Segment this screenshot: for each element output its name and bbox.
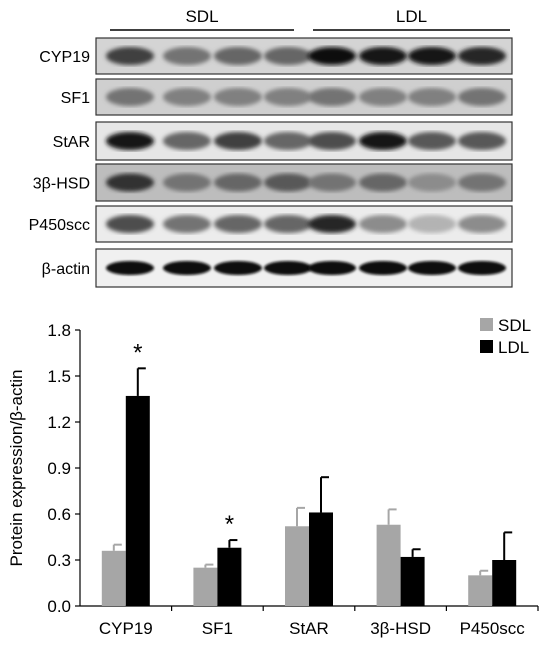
blot-band — [264, 132, 312, 150]
bar-sdl — [376, 524, 401, 606]
blot-band — [106, 215, 154, 233]
blot-band — [359, 215, 407, 233]
bar-sdl — [468, 575, 493, 606]
blot-band — [359, 47, 407, 65]
significance-marker: * — [225, 511, 234, 538]
legend-swatch-sdl — [480, 318, 493, 331]
bar-chart: 0.0 0.3 0.6 0.9 1.2 1.5 1.8 Protein expression/… — [7, 316, 539, 638]
blot-band — [458, 88, 506, 106]
blot-row-label: 3β-HSD — [33, 176, 90, 193]
blot-band — [264, 88, 312, 106]
blot-band — [308, 261, 356, 275]
y-tick-label: 1.2 — [47, 413, 71, 432]
blot-band — [264, 215, 312, 233]
blot-band — [408, 132, 456, 150]
blot-band — [308, 88, 356, 106]
bar-ldl — [400, 556, 425, 606]
blot-row-label: P450scc — [29, 217, 90, 234]
blot-band — [308, 132, 356, 150]
blot-band — [163, 132, 211, 150]
blot-band — [214, 47, 262, 65]
y-tick-label: 0.3 — [47, 551, 71, 570]
blot-row-label: β-actin — [42, 261, 90, 278]
blot-band — [214, 215, 262, 233]
blot-band — [308, 173, 356, 192]
blot-band — [214, 173, 262, 192]
blot-band — [359, 173, 407, 192]
blot-band — [163, 173, 211, 192]
blot-band — [308, 47, 356, 65]
blot-band — [458, 47, 506, 65]
legend-label-ldl: LDL — [498, 338, 529, 357]
blot-band — [106, 132, 154, 150]
blot-band — [458, 132, 506, 150]
blot-band — [264, 47, 312, 65]
blot-row-label: CYP19 — [39, 49, 90, 66]
bar-ldl — [309, 512, 333, 606]
blot-band — [106, 88, 154, 106]
blot-band — [408, 88, 456, 106]
blot-band — [214, 88, 262, 106]
y-tick-label: 0.6 — [47, 505, 71, 524]
blot-band — [408, 173, 456, 192]
blot-band — [214, 132, 262, 150]
blot-band — [308, 215, 356, 233]
significance-marker: * — [133, 339, 142, 366]
blot-band — [163, 47, 211, 65]
blot-band — [264, 261, 312, 275]
blot-band — [359, 132, 407, 150]
blot-band — [214, 261, 262, 275]
blot-band — [163, 88, 211, 106]
western-blot-panel: SDL LDL CYP19 SF1 StAR 3β-HSD P450scc β-actin — [29, 7, 513, 288]
blot-band — [408, 47, 456, 65]
blot-band — [359, 261, 407, 275]
blot-row-label: StAR — [53, 134, 90, 151]
blot-band — [458, 261, 506, 275]
blot-band — [163, 261, 211, 275]
x-tick-label: CYP19 — [99, 619, 153, 638]
y-tick-label: 1.5 — [47, 367, 71, 386]
y-tick-label: 1.8 — [47, 321, 71, 340]
bar-ldl — [125, 395, 150, 606]
blot-band — [458, 215, 506, 233]
blot-band — [458, 173, 506, 192]
blot-band — [408, 215, 456, 233]
blot-band — [106, 261, 154, 275]
legend-swatch-ldl — [480, 340, 493, 353]
bar-sdl — [193, 567, 218, 606]
bar-sdl — [285, 526, 309, 606]
y-tick-label: 0.9 — [47, 459, 71, 478]
blot-band — [163, 215, 211, 233]
blot-band — [106, 173, 154, 192]
blot-band — [408, 261, 456, 275]
bar-ldl — [492, 560, 517, 606]
bar-ldl — [217, 547, 242, 606]
blot-band — [106, 47, 154, 65]
y-axis-label: Protein expression/β-actin — [7, 370, 26, 567]
x-tick-label: SF1 — [202, 619, 233, 638]
blot-band — [264, 173, 312, 192]
x-tick-label: P450scc — [460, 619, 526, 638]
group-label: SDL — [185, 7, 218, 26]
blot-row-label: SF1 — [61, 90, 90, 107]
y-tick-label: 0.0 — [47, 597, 71, 616]
bar-sdl — [101, 550, 126, 606]
x-tick-label: StAR — [289, 619, 329, 638]
group-label: LDL — [396, 7, 427, 26]
x-tick-label: 3β-HSD — [370, 619, 431, 638]
blot-band — [359, 88, 407, 106]
legend-label-sdl: SDL — [498, 316, 531, 335]
